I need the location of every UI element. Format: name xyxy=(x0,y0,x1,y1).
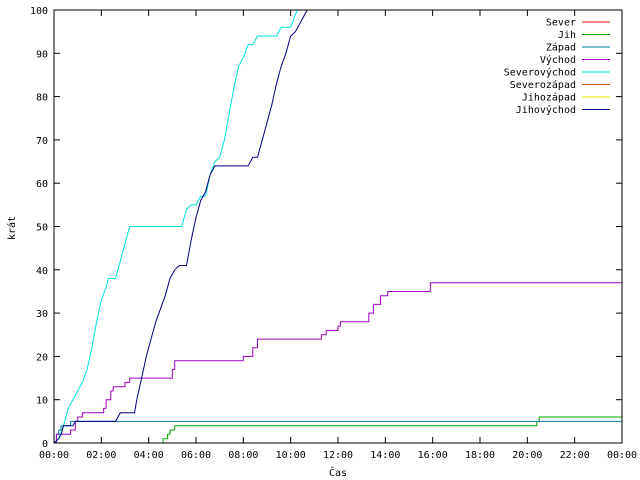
x-tick-label: 08:00 xyxy=(228,450,258,461)
ticks-layer: 0 10 20 30 40 50 60 70 80 90 100 00:00 02:00 04:00 06:… xyxy=(30,6,637,461)
x-tick-label: 18:00 xyxy=(465,450,495,461)
x-tick-label: 16:00 xyxy=(418,450,448,461)
y-tick-label: 20 xyxy=(36,352,48,363)
legend-label-vychod: Východ xyxy=(540,54,576,66)
series-layer xyxy=(54,10,622,443)
y-tick-label: 0 xyxy=(42,439,48,450)
y-tick-label: 40 xyxy=(36,266,48,277)
legend-label-jihovychod: Jihovýchod xyxy=(516,104,576,116)
legend-label-jihozapad: Jihozápad xyxy=(522,92,576,104)
y-tick-label: 90 xyxy=(36,49,48,60)
y-tick-label: 30 xyxy=(36,309,48,320)
x-tick-label: 00:00 xyxy=(39,450,69,461)
y-tick-label: 70 xyxy=(36,136,48,147)
series-line-severovychod xyxy=(54,10,299,443)
legend-label-severovychod: Severovýchod xyxy=(504,67,576,79)
series-line-jihovychod xyxy=(54,10,308,443)
x-tick-label: 04:00 xyxy=(134,450,164,461)
y-axis-label: krát xyxy=(6,216,18,240)
y-tick-label: 80 xyxy=(36,93,48,104)
y-tick-label: 100 xyxy=(30,6,48,17)
legend: SeverJihZápadVýchodSeverovýchodSeverozáp… xyxy=(504,18,610,116)
y-tick-label: 50 xyxy=(36,223,48,234)
y-tick-label: 10 xyxy=(36,396,48,407)
x-tick-label: 20:00 xyxy=(512,450,542,461)
x-tick-label: 14:00 xyxy=(370,450,400,461)
x-tick-label: 12:00 xyxy=(323,450,353,461)
y-tick-label: 60 xyxy=(36,179,48,190)
series-line-vychod xyxy=(54,282,622,443)
legend-label-sever: Sever xyxy=(546,18,576,29)
x-axis-label: Čas xyxy=(329,466,347,479)
x-tick-label: 22:00 xyxy=(560,450,590,461)
legend-label-jih: Jih xyxy=(558,30,576,41)
legend-label-zapad: Západ xyxy=(546,42,576,54)
legend-label-severozapad: Severozápad xyxy=(510,79,576,91)
x-tick-label: 10:00 xyxy=(276,450,306,461)
x-tick-label: 00:00 xyxy=(607,450,637,461)
x-tick-label: 02:00 xyxy=(86,450,116,461)
x-tick-label: 06:00 xyxy=(181,450,211,461)
